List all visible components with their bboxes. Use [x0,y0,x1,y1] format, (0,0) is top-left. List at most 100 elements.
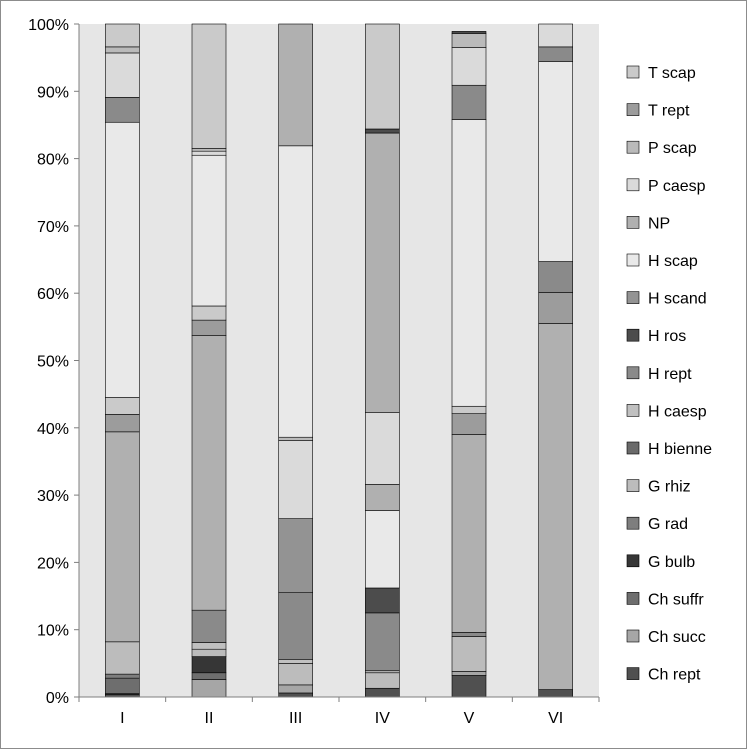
bar-segment-iii-p-caesp [278,440,313,519]
bar-segment-i-upper-2 [105,52,140,98]
legend-label-ch-rept: Ch rept [648,667,701,684]
y-tick-label: 50% [37,354,69,371]
y-tick-label: 60% [37,286,69,303]
bar-segment-iii-g-rhiz [278,663,313,686]
bar-segment-iv-g-rhiz [365,672,400,689]
legend-label-g-rad: G rad [648,516,688,533]
bar-segment-vi-ch-rept [538,689,573,698]
bar-segment-ii-upper-1 [191,150,227,156]
bar-segment-i-t-scap [105,397,140,415]
bar-segment-iv-np [365,484,400,511]
legend-swatch-ch-rept [626,667,640,680]
legend-label-h-caesp: H caesp [648,403,707,420]
legend-label-t-rept: T rept [648,103,690,120]
bar-segment-ii-g-bulb [191,656,227,674]
x-tick-label: V [464,710,475,727]
bar-segment-iii-h-caesp [278,659,313,664]
legend-label-h-ros: H ros [648,328,686,345]
legend-swatch-h-scand [626,291,640,304]
legend-label-g-bulb: G bulb [648,554,695,571]
bar-segment-ii-ch-suffr [191,672,227,680]
y-tick-label: 70% [37,219,69,236]
x-tick-label: II [205,710,214,727]
bar-segment-i-upper-4 [105,23,140,48]
legend-swatch-p-caesp [626,178,640,192]
bar-segment-i-np [105,431,140,643]
bar-segment-vi-upper-0 [538,261,573,293]
bar-segment-v-upper-0 [451,119,487,407]
legend-label-p-scap: P scap [648,140,697,157]
legend-label-ch-succ: Ch succ [648,629,706,646]
bar-segment-ii-np [191,335,227,611]
bar-segment-ii-upper-3 [191,23,227,149]
bar-segment-iii-p-scap [278,436,313,441]
x-tick-label: III [289,710,302,727]
bar-segment-v-t-rept [451,413,487,435]
bar-segment-v-upper-3 [451,33,487,48]
bar-segment-iii-h-scand [278,518,313,593]
bar-segment-v-t-scap [451,405,487,414]
bar-segment-ii-upper-2 [191,148,227,152]
bar-segment-ii-h-rept [191,609,227,643]
bar-segment-vi-upper-3 [538,23,573,48]
bar-segment-v-h-rept [451,632,487,637]
legend-label-h-scand: H scand [648,291,707,308]
x-tick-label: VI [548,710,563,727]
legend-swatch-h-caesp [626,404,640,417]
bar-segment-i-t-rept [105,414,140,433]
bar-segment-i-upper-0 [105,121,140,398]
bar-segment-iv-upper-1 [365,128,400,134]
bar-segment-iii-upper-1 [278,23,313,147]
legend-label-p-caesp: P caesp [648,178,706,195]
bar-segment-iv-h-caesp [365,670,400,674]
legend-label-h-scap: H scap [648,253,698,270]
legend-swatch-h-bienne [626,441,640,455]
bar-segment-ii-ch-succ [191,679,227,698]
y-tick-label: 0% [46,690,69,707]
legend-swatch-g-rhiz [626,479,640,492]
y-tick-label: 30% [37,488,69,505]
bar-segment-vi-upper-2 [538,46,573,62]
bar-segment-i-upper-3 [105,46,140,54]
bar-segment-iv-h-ros [365,587,400,614]
y-tick-label: 40% [37,421,69,438]
legend-swatch-h-ros [626,328,640,342]
legend-label-t-scap: T scap [648,65,696,82]
bar-segment-v-upper-2 [451,47,487,86]
bar-segment-vi-upper-1 [538,61,573,262]
bar-segment-i-ch-suffr [105,677,140,694]
bar-segment-ii-h-caesp [191,642,227,650]
bar-segment-i-upper-1 [105,97,140,123]
y-tick-label: 90% [37,84,69,101]
bar-segment-iii-h-rept [278,592,313,660]
bar-segment-v-ch-succ [451,671,487,676]
bar-segment-v-ch-rept [451,675,487,698]
bar-segment-i-g-rad [105,673,140,679]
bar-segment-i-g-rhiz [105,641,140,675]
legend-swatch-p-scap [626,140,640,154]
bar-segment-v-np [451,434,487,633]
legend-swatch-g-bulb [626,554,640,568]
legend-swatch-t-scap [626,65,640,79]
plot-area [79,24,599,697]
bar-segment-vi-np [538,323,573,690]
legend-swatch-t-rept [626,103,640,116]
bar-segment-iii-ch-succ [278,684,313,694]
legend-swatch-ch-succ [626,629,640,643]
y-tick-label: 80% [37,152,69,169]
bar-segment-iv-p-caesp [365,412,400,485]
bar-segment-iv-upper-2 [365,23,400,130]
legend-label-np: NP [648,215,670,232]
legend-swatch-ch-suffr [626,592,640,605]
bar-segment-v-upper-4 [451,31,487,34]
legend-swatch-h-rept [626,366,640,380]
legend-swatch-h-scap [626,253,640,267]
legend-label-h-bienne: H bienne [648,441,712,458]
bar-segment-iii-ch-rept [278,692,313,698]
y-tick-label: 100% [28,17,69,34]
legend-swatch-g-rad [626,516,640,530]
bar-segment-iv-ch-rept [365,687,400,698]
x-tick-label: I [120,710,124,727]
bar-segment-ii-t-scap [191,305,227,321]
